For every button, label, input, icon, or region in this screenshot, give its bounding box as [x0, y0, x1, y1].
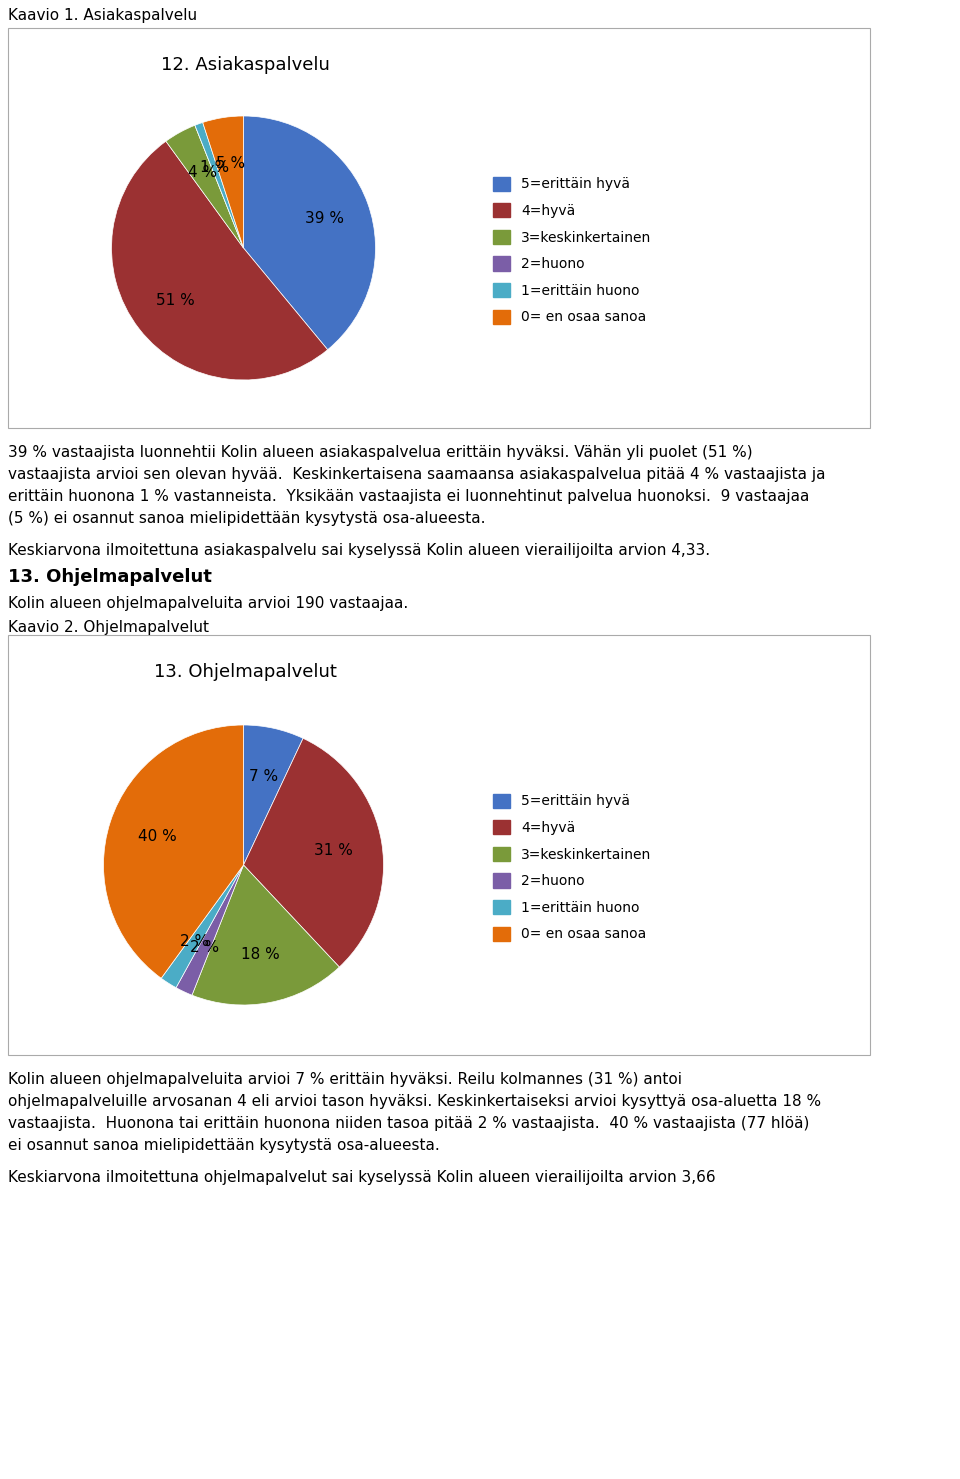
Text: 2 %: 2 %: [190, 939, 219, 955]
Text: 1 %: 1 %: [200, 160, 229, 175]
Text: ohjelmapalveluille arvosanan 4 eli arvioi tason hyväksi. Keskinkertaiseksi arvio: ohjelmapalveluille arvosanan 4 eli arvio…: [8, 1094, 821, 1109]
Wedge shape: [244, 738, 383, 967]
Text: 4 %: 4 %: [187, 166, 217, 180]
Text: vastaajista arvioi sen olevan hyvää.  Keskinkertaisena saamaansa asiakaspalvelua: vastaajista arvioi sen olevan hyvää. Kes…: [8, 467, 826, 482]
Wedge shape: [161, 865, 244, 988]
Wedge shape: [203, 115, 244, 248]
Text: erittäin huonona 1 % vastanneista.  Yksikään vastaajista ei luonnehtinut palvelu: erittäin huonona 1 % vastanneista. Yksik…: [8, 490, 809, 504]
Text: 5 %: 5 %: [215, 155, 245, 170]
Text: 12. Asiakaspalvelu: 12. Asiakaspalvelu: [160, 56, 329, 74]
Text: Keskiarvona ilmoitettuna asiakaspalvelu sai kyselyssä Kolin alueen vierailijoilt: Keskiarvona ilmoitettuna asiakaspalvelu …: [8, 543, 710, 558]
Wedge shape: [244, 115, 375, 349]
Text: 39 %: 39 %: [304, 211, 344, 226]
Text: Keskiarvona ilmoitettuna ohjelmapalvelut sai kyselyssä Kolin alueen vierailijoil: Keskiarvona ilmoitettuna ohjelmapalvelut…: [8, 1170, 715, 1185]
Wedge shape: [166, 126, 244, 248]
Text: Kaavio 1. Asiakaspalvelu: Kaavio 1. Asiakaspalvelu: [8, 7, 197, 24]
Wedge shape: [192, 865, 339, 1006]
Wedge shape: [195, 123, 244, 248]
Wedge shape: [176, 865, 244, 995]
Legend: 5=erittäin hyvä, 4=hyvä, 3=keskinkertainen, 2=huono, 1=erittäin huono, 0= en osa: 5=erittäin hyvä, 4=hyvä, 3=keskinkertain…: [489, 790, 656, 945]
Text: Kaavio 2. Ohjelmapalvelut: Kaavio 2. Ohjelmapalvelut: [8, 620, 209, 634]
Text: 13. Ohjelmapalvelut: 13. Ohjelmapalvelut: [154, 663, 337, 680]
Wedge shape: [111, 141, 327, 380]
Text: 51 %: 51 %: [156, 293, 195, 308]
Text: 7 %: 7 %: [249, 769, 277, 784]
Text: 31 %: 31 %: [314, 843, 353, 858]
Text: ei osannut sanoa mielipidettään kysytystä osa-alueesta.: ei osannut sanoa mielipidettään kysytyst…: [8, 1137, 440, 1154]
Text: 40 %: 40 %: [137, 830, 177, 845]
Text: 13. Ohjelmapalvelut: 13. Ohjelmapalvelut: [8, 568, 212, 586]
Text: 18 %: 18 %: [241, 947, 280, 961]
Legend: 5=erittäin hyvä, 4=hyvä, 3=keskinkertainen, 2=huono, 1=erittäin huono, 0= en osa: 5=erittäin hyvä, 4=hyvä, 3=keskinkertain…: [489, 173, 656, 328]
Text: (5 %) ei osannut sanoa mielipidettään kysytystä osa-alueesta.: (5 %) ei osannut sanoa mielipidettään ky…: [8, 512, 486, 527]
Wedge shape: [104, 725, 244, 978]
Text: vastaajista.  Huonona tai erittäin huonona niiden tasoa pitää 2 % vastaajista.  : vastaajista. Huonona tai erittäin huonon…: [8, 1117, 809, 1131]
Text: 39 % vastaajista luonnehtii Kolin alueen asiakaspalvelua erittäin hyväksi. Vähän: 39 % vastaajista luonnehtii Kolin alueen…: [8, 445, 753, 460]
Text: 2 %: 2 %: [180, 935, 209, 950]
Wedge shape: [195, 126, 244, 248]
Wedge shape: [244, 725, 303, 865]
Text: Kolin alueen ohjelmapalveluita arvioi 190 vastaajaa.: Kolin alueen ohjelmapalveluita arvioi 19…: [8, 596, 408, 611]
Text: Kolin alueen ohjelmapalveluita arvioi 7 % erittäin hyväksi. Reilu kolmannes (31 : Kolin alueen ohjelmapalveluita arvioi 7 …: [8, 1072, 682, 1087]
